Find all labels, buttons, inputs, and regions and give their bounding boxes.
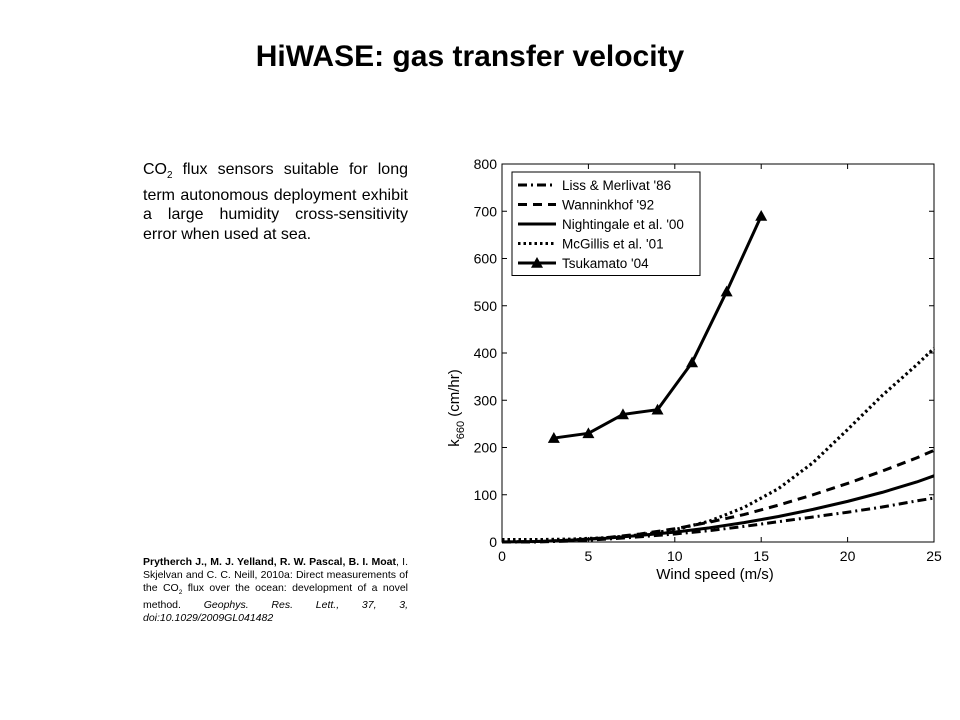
series-5-marker <box>686 356 699 368</box>
x-tick-label: 5 <box>585 548 593 564</box>
intro-paragraph: CO2 flux sensors suitable for long term … <box>143 160 408 244</box>
ref-journal: Geophys. Res. Lett., 37, 3, doi:10.1029/… <box>143 599 409 625</box>
page-title: HiWASE: gas transfer velocity <box>255 40 685 73</box>
y-tick-label: 600 <box>474 251 498 267</box>
legend-label-4: McGillis et al. '01 <box>562 237 664 252</box>
y-axis-label-unit: (cm/hr) <box>446 369 463 421</box>
series-line-2 <box>501 448 935 544</box>
ref-subscript: 2 <box>178 589 183 597</box>
x-axis-label: Wind speed (m/s) <box>656 566 774 583</box>
y-tick-label: 0 <box>489 534 497 550</box>
y-axis-label: k660 (cm/hr) <box>446 369 467 447</box>
intro-co: CO <box>143 161 167 178</box>
ref-part1: , I. Skjelvan and C. C. Neill, 2010a: Di… <box>143 556 408 594</box>
intro-subscript: 2 <box>167 170 173 182</box>
chart-legend: Liss & Merlivat '86 Wanninkhof '92 Nightin… <box>511 171 701 276</box>
x-tick-label: 10 <box>667 548 683 564</box>
y-axis-label-main: k <box>446 439 463 447</box>
legend-label-3: Nightingale et al. '00 <box>562 217 684 232</box>
y-tick-label: 500 <box>474 298 498 314</box>
series-line-3 <box>501 474 935 544</box>
intro-rest: flux sensors suitable for long term auto… <box>143 161 408 243</box>
series-5-marker <box>720 285 733 297</box>
series-5-marker <box>547 432 560 443</box>
gas-transfer-chart: 0 5 10 15 20 25 0 100 200 300 400 500 600 700 800 Liss… <box>446 156 942 583</box>
series-5-marker <box>755 209 768 221</box>
x-tick-label: 15 <box>753 548 769 564</box>
series-5-marker <box>616 408 629 420</box>
x-tick-label: 0 <box>498 548 506 564</box>
y-tick-label: 200 <box>474 440 498 456</box>
x-tick-label: 20 <box>840 548 856 564</box>
y-tick-label: 100 <box>474 487 498 503</box>
chart-series-group <box>501 209 936 544</box>
series-line-4 <box>502 347 936 542</box>
ref-authors: Prytherch J., M. J. Yelland, R. W. Pasca… <box>143 556 396 568</box>
y-tick-label: 800 <box>474 156 498 172</box>
y-tick-label: 300 <box>474 392 498 408</box>
x-tick-label: 25 <box>926 548 942 564</box>
series-5-marker <box>651 403 664 415</box>
legend-label-1: Liss & Merlivat '86 <box>562 178 671 193</box>
ref-part2: flux over the ocean: development of a no… <box>143 582 408 612</box>
y-axis-label-sub: 660 <box>455 421 467 439</box>
legend-marker-5 <box>531 257 543 268</box>
y-tick-label: 400 <box>474 345 498 361</box>
legend-label-5: Tsukamato '04 <box>562 256 649 271</box>
series-5-marker <box>582 427 595 439</box>
y-tick-label: 700 <box>474 203 498 219</box>
reference-citation: Prytherch J., M. J. Yelland, R. W. Pasca… <box>143 556 408 625</box>
legend-label-2: Wanninkhof '92 <box>562 198 654 213</box>
